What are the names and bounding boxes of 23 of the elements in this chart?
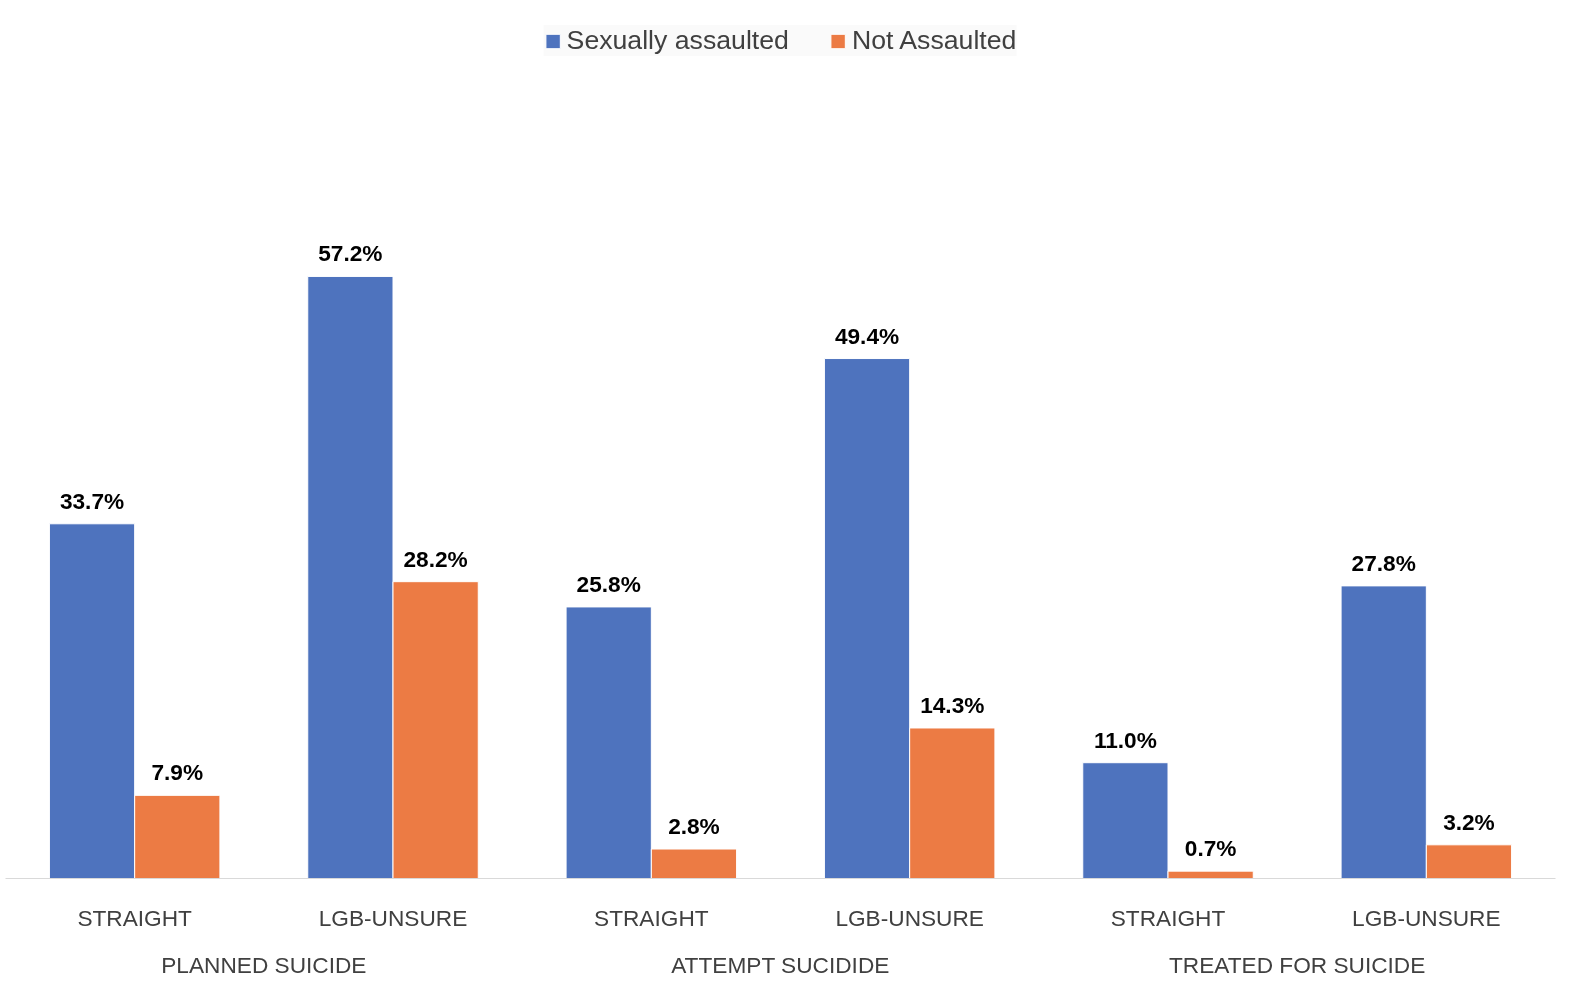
- data-label: 49.4%: [834, 322, 900, 349]
- x-tick-label: LGB-UNSURE: [318, 904, 468, 931]
- data-label: 11.0%: [1093, 726, 1157, 753]
- x-tick-label: STRAIGHT: [77, 904, 193, 931]
- data-label: 14.3%: [920, 691, 985, 718]
- text: ATTEMPT SUCIDIDE: [671, 951, 890, 978]
- text: TREATED FOR SUICIDE: [1168, 951, 1426, 978]
- data-label: 57.2%: [318, 240, 383, 267]
- x-tick-label: STRAIGHT: [1110, 904, 1226, 931]
- legend-label: Sexually assaulted: [566, 25, 789, 56]
- data-label: 33.7%: [59, 487, 125, 514]
- text: PLANNED SUICIDE: [161, 951, 367, 978]
- x-tick-label: LGB-UNSURE: [1352, 904, 1501, 931]
- data-label: 28.2%: [403, 545, 468, 572]
- data-label: 0.7%: [1184, 835, 1237, 862]
- legend-label: Not Assaulted: [851, 25, 1017, 56]
- data-label: 25.8%: [576, 570, 641, 597]
- x-tick-label: STRAIGHT: [594, 904, 709, 931]
- x-tick-label: LGB-UNSURE: [835, 904, 984, 931]
- data-label: 2.8%: [668, 813, 720, 840]
- data-label: 7.9%: [151, 759, 204, 786]
- data-label: 27.8%: [1351, 549, 1416, 576]
- data-label: 3.2%: [1443, 808, 1495, 835]
